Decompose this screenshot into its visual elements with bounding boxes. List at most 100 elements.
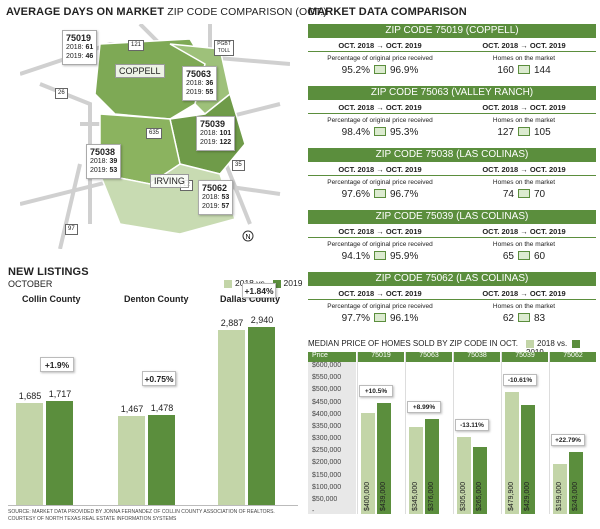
zip-header: ZIP CODE 75062 (LAS COLINAS) — [308, 272, 596, 286]
pct-values: 97.7% 96.1% — [308, 312, 452, 324]
pct-2018: 97.6% — [341, 189, 370, 200]
change-badge: +10.5% — [359, 384, 393, 397]
zip-header: ZIP CODE 75019 (COPPELL) — [308, 24, 596, 38]
pct-values: 95.2% 96.9% — [308, 64, 452, 76]
year-label: 2018: — [66, 44, 84, 52]
homes-values: 65 60 — [452, 250, 596, 262]
change-badge: +1.9% — [40, 356, 74, 372]
homes-2018: 127 — [497, 127, 514, 138]
highway-26: 26 — [55, 88, 68, 99]
legend-2019-swatch — [572, 339, 581, 348]
house-icon — [518, 126, 530, 136]
period-row: OCT. 2018 → OCT. 2019 OCT. 2018 → OCT. 20… — [308, 287, 596, 300]
zip-column-header: 75038 — [454, 352, 500, 362]
change-badge: +0.75% — [142, 371, 176, 387]
y-tick: $450,000 — [312, 398, 342, 406]
price-axis-bg — [308, 362, 356, 514]
north-label: N — [245, 234, 250, 241]
bar-value-label: $243,000 — [572, 481, 579, 511]
homes-values: 62 83 — [452, 312, 596, 324]
legend-2018: 2018 vs. — [537, 339, 568, 348]
change-badge: -10.61% — [503, 374, 537, 387]
year-label: 2018: — [200, 130, 218, 138]
pct-2019: 95.9% — [390, 251, 419, 262]
pct-values: 97.6% 96.7% — [308, 188, 452, 200]
road-26 — [39, 82, 92, 224]
year-label: 2019: — [90, 167, 108, 174]
map-title: AVERAGE DAYS ON MARKET — [6, 6, 165, 18]
change-badge: +1.84% — [242, 282, 276, 298]
zip-code: 75039 — [200, 119, 226, 129]
bar-value-label: $265,000 — [476, 481, 483, 511]
period-left: OCT. 2018 → OCT. 2019 — [338, 41, 422, 50]
legend-2019: 2019 — [283, 278, 303, 288]
bar-2018 — [218, 330, 245, 505]
house-icon — [518, 188, 530, 198]
bar-2019 — [46, 400, 73, 505]
days-2019: 122 — [219, 139, 232, 146]
period-left: OCT. 2018 → OCT. 2019 — [338, 165, 422, 174]
period-right: OCT. 2018 → OCT. 2019 — [482, 103, 566, 112]
homes-2019: 105 — [534, 127, 551, 138]
homes-2019: 144 — [534, 65, 551, 76]
pct-2019: 96.9% — [390, 65, 419, 76]
period-row: OCT. 2018 → OCT. 2019 OCT. 2018 → OCT. 20… — [308, 225, 596, 238]
year-label: 2018: — [90, 158, 108, 166]
zip-column-header: 75019 — [358, 352, 404, 362]
y-tick: $600,000 — [312, 362, 342, 369]
y-tick: $350,000 — [312, 422, 342, 430]
money-icon — [374, 64, 386, 74]
bar-2019 — [473, 446, 487, 514]
new-listings-subtitle: OCTOBER — [8, 279, 53, 289]
bar-2019 — [569, 452, 583, 514]
homes-2018: 74 — [502, 189, 514, 200]
y-tick: $500,000 — [312, 386, 342, 394]
bar-value-label: $199,000 — [556, 481, 563, 511]
zip-header: ZIP CODE 75038 (LAS COLINAS) — [308, 148, 596, 162]
year-label: 2019: — [66, 53, 84, 60]
legend-2018-swatch — [224, 279, 232, 288]
pct-label: Percentage of original price received — [327, 241, 433, 248]
pct-values: 94.1% 95.9% — [308, 250, 452, 262]
homes-2019: 83 — [534, 313, 546, 324]
bar-value-label: $400,000 — [364, 481, 371, 511]
homes-2018: 160 — [497, 65, 514, 76]
bar-value-label: 1,717 — [48, 388, 72, 399]
county-label: Denton County — [124, 294, 189, 304]
days-2018: 53 — [221, 194, 230, 202]
bar-value-label: 1,685 — [18, 390, 42, 401]
zip-code: 75063 — [186, 69, 212, 79]
zip-code: 75062 — [202, 183, 228, 193]
pct-2019: 96.1% — [390, 313, 419, 324]
city-coppell: COPPELL — [115, 64, 165, 78]
zip-column-header: 75062 — [550, 352, 596, 362]
pct-2018: 98.4% — [341, 127, 370, 138]
days-2019: 57 — [221, 203, 230, 210]
bar-value-label: $305,000 — [460, 481, 467, 511]
highway-pgbt: PGBT TOLL — [214, 40, 234, 56]
year-label: 2019: — [202, 203, 220, 210]
bar-2018 — [457, 436, 471, 514]
period-left: OCT. 2018 → OCT. 2019 — [338, 227, 422, 236]
year-label: 2018: — [186, 80, 204, 88]
homes-2018: 65 — [502, 251, 514, 262]
homes-label: Homes on the market — [492, 179, 556, 186]
money-icon — [374, 126, 386, 136]
bar-value-label: $479,900 — [508, 481, 515, 511]
year-label: 2019: — [200, 139, 218, 146]
bar-2018 — [505, 392, 519, 514]
city-irving: IRVING — [150, 174, 189, 188]
y-tick: $300,000 — [312, 435, 342, 442]
source-note: SOURCE: MARKET DATA PROVIDED BY JONNA FE… — [8, 509, 275, 522]
map-label-75038: 75038 2018: 39 2019: 53 — [86, 144, 122, 179]
pct-label: Percentage of original price received — [327, 55, 433, 62]
homes-2018: 62 — [502, 313, 514, 324]
highway-97: 97 — [65, 224, 78, 235]
column-divider — [549, 352, 550, 514]
pct-values: 98.4% 95.3% — [308, 126, 452, 138]
north-arrow-icon — [242, 230, 254, 242]
homes-label: Homes on the market — [492, 303, 556, 310]
pct-label: Percentage of original price received — [327, 117, 433, 124]
period-left: OCT. 2018 → OCT. 2019 — [338, 289, 422, 298]
pct-2018: 94.1% — [341, 251, 370, 262]
